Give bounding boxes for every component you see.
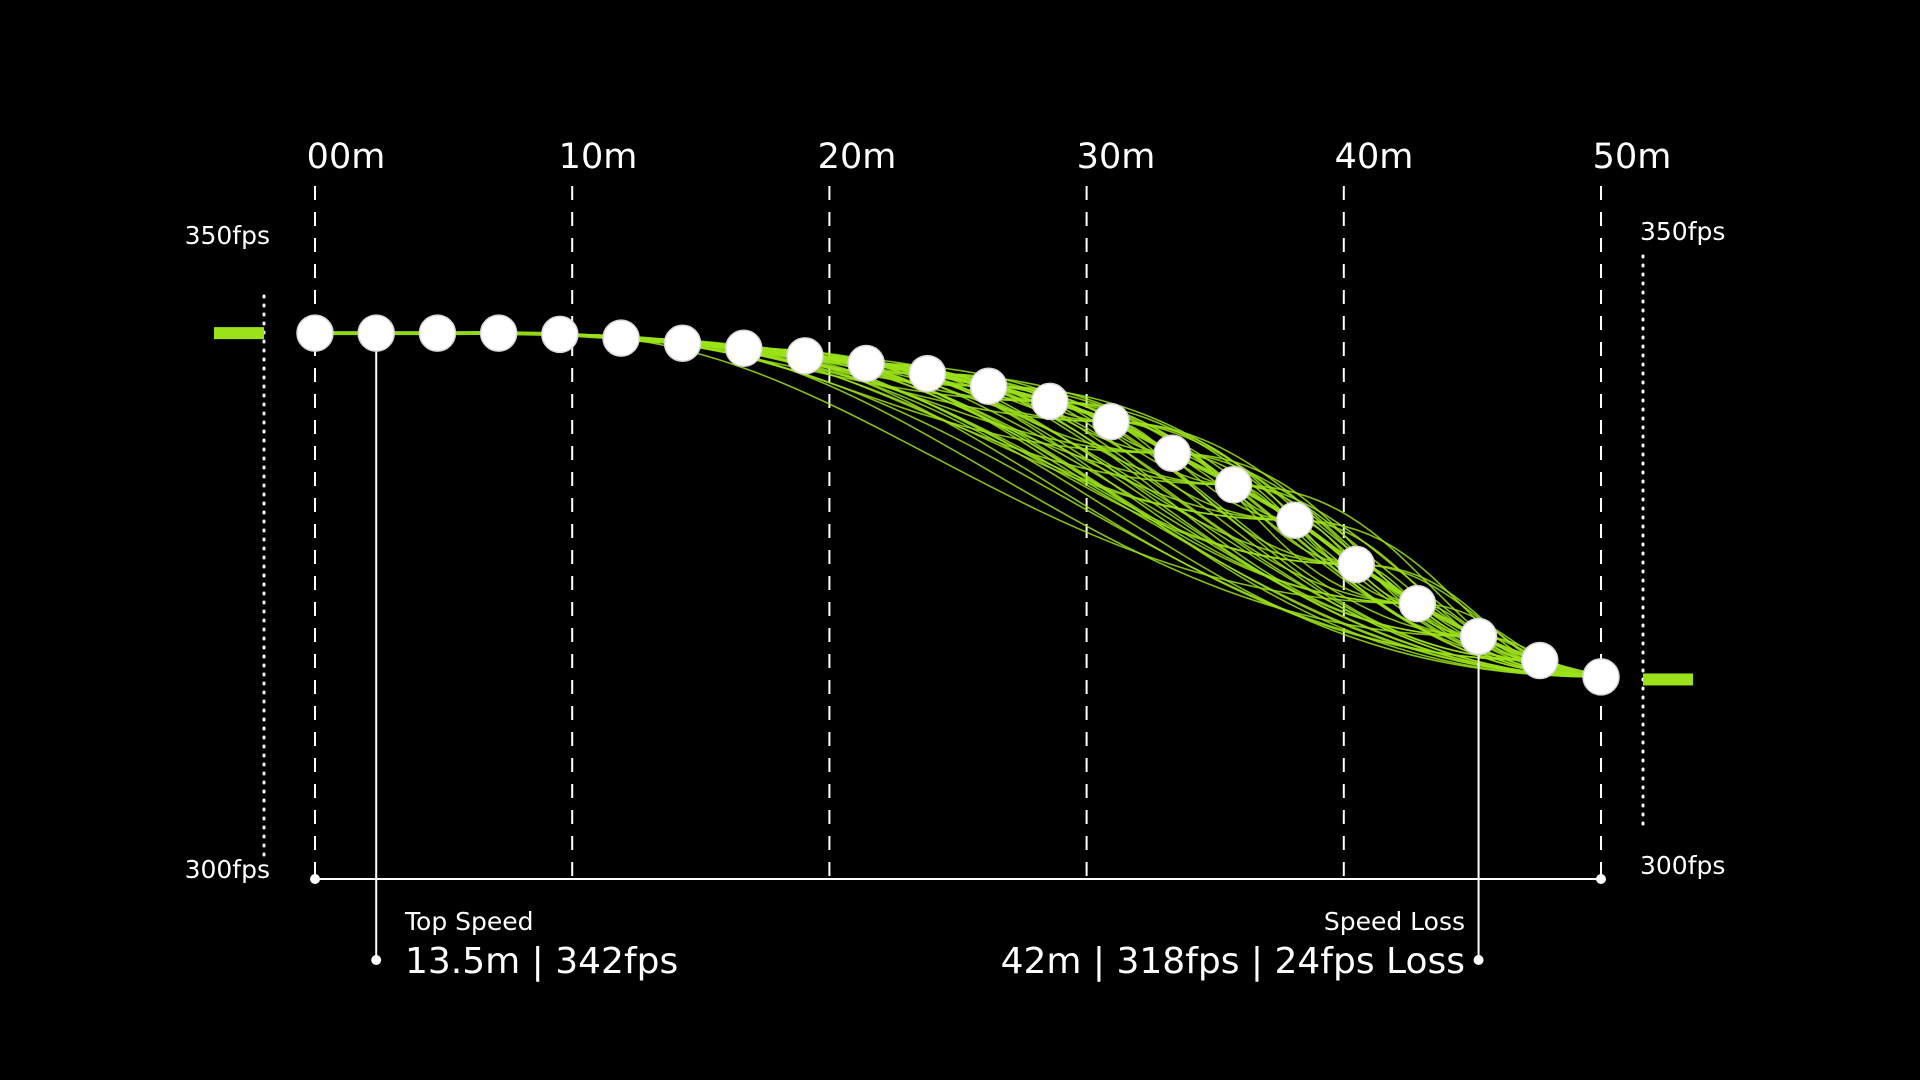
- top-speed-title: Top Speed: [404, 907, 534, 936]
- speed-dot-18: [1398, 584, 1437, 623]
- speed-loss-leader-dot: [1473, 955, 1484, 965]
- speed-dot-7: [725, 329, 763, 368]
- speed-loss-value: 42m | 318fps | 24fps Loss: [1001, 941, 1465, 982]
- speed-dot-20: [1521, 641, 1559, 680]
- speed-dots: [296, 314, 1620, 696]
- annotation-leaders: [371, 333, 1484, 965]
- speed-dot-5: [602, 319, 640, 357]
- speed-dot-11: [969, 367, 1008, 405]
- distance-gridlines: [314, 186, 1602, 880]
- speed-dot-13: [1092, 402, 1130, 441]
- speed-dot-14: [1153, 434, 1191, 472]
- speed-dot-8: [786, 337, 824, 375]
- right-fps-scale: 350fps 300fps: [1640, 217, 1725, 880]
- speed-dot-12: [1031, 382, 1069, 421]
- speed-loss-title: Speed Loss: [1324, 907, 1465, 936]
- tick-label-40m: 40m: [1335, 137, 1414, 177]
- top-speed-value: 13.5m | 342fps: [405, 941, 678, 982]
- speed-dot-17: [1337, 545, 1375, 584]
- left-top-fps-label: 350fps: [185, 221, 270, 250]
- right-bottom-fps-label: 300fps: [1640, 851, 1725, 880]
- baseline-start-dot: [310, 874, 320, 884]
- speed-dot-9: [847, 344, 885, 383]
- tick-label-30m: 30m: [1077, 137, 1156, 177]
- left-fps-scale: 350fps 300fps: [185, 221, 270, 884]
- baseline-end-dot: [1596, 874, 1606, 884]
- baseline-axis: [310, 874, 1606, 884]
- speed-dot-19: [1459, 617, 1498, 656]
- start-level-marker: [214, 327, 264, 340]
- tick-label-10m: 10m: [559, 137, 638, 177]
- speed-dot-16: [1276, 501, 1314, 539]
- tick-label-00m: 00m: [307, 137, 386, 177]
- tick-label-20m: 20m: [818, 137, 897, 177]
- speed-dot-3: [479, 314, 518, 352]
- speed-curve-30: [743, 347, 1357, 566]
- top-speed-annotation: Top Speed 13.5m | 342fps: [404, 907, 678, 982]
- tick-label-50m: 50m: [1593, 137, 1672, 177]
- speed-curve-64: [1049, 400, 1602, 678]
- speed-dot-6: [663, 324, 702, 362]
- speed-dot-21: [1582, 658, 1620, 696]
- speed-dot-10: [908, 354, 947, 393]
- speed-dot-4: [541, 315, 579, 354]
- speed-dot-1: [357, 314, 395, 352]
- speed-loss-annotation: Speed Loss 42m | 318fps | 24fps Loss: [1001, 907, 1465, 982]
- speed-dot-15: [1214, 466, 1253, 504]
- end-level-marker: [1643, 673, 1693, 686]
- top-speed-leader-dot: [371, 955, 382, 965]
- distance-tick-labels: 00m 10m 20m 30m 40m 50m: [307, 137, 1672, 177]
- speed-dot-2: [418, 314, 457, 352]
- speed-dot-0: [296, 314, 334, 352]
- speed-curve-bundle: [315, 331, 1602, 679]
- right-top-fps-label: 350fps: [1640, 217, 1725, 246]
- left-bottom-fps-label: 300fps: [185, 855, 270, 884]
